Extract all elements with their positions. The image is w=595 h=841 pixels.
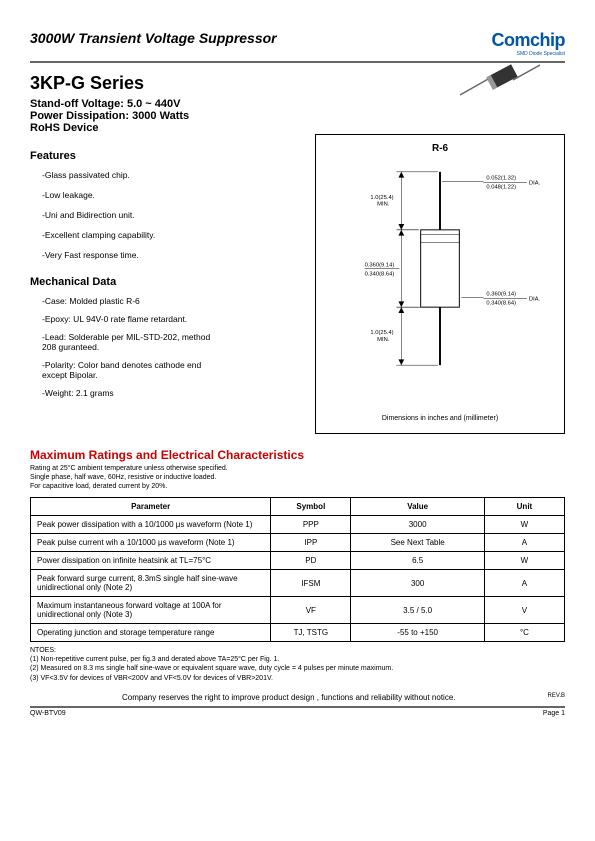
cell-value: 3.5 / 5.0 (351, 597, 485, 624)
dim-label: 0.360(9.14) (486, 292, 516, 298)
feature-item: -Glass passivated chip. (42, 170, 295, 180)
dim-label: DIA. (529, 180, 541, 186)
ratings-title: Maximum Ratings and Electrical Character… (30, 448, 565, 462)
cell-unit: W (484, 552, 564, 570)
table-row: Peak pulse current wih a 10/1000 μs wave… (31, 534, 565, 552)
cell-parameter: Maximum instantaneous forward voltage at… (31, 597, 271, 624)
cell-parameter: Peak forward surge current, 8.3mS single… (31, 570, 271, 597)
notes-title: NTOES: (30, 646, 565, 655)
dim-label: 0.360(9.14) (365, 263, 395, 269)
cell-parameter: Peak power dissipation with a 10/1000 μs… (31, 516, 271, 534)
cell-parameter: Operating junction and storage temperatu… (31, 624, 271, 642)
dim-label: MIN. (377, 202, 390, 208)
mech-item: -Case: Molded plastic R-6 (42, 296, 222, 306)
cell-value: 6.5 (351, 552, 485, 570)
package-diagram: R-6 0.052(1.32) 0.048(1.22) DIA. (315, 134, 565, 434)
logo-block: Comchip SMD Diode Specialist (491, 30, 565, 57)
cell-value: 300 (351, 570, 485, 597)
col-value: Value (351, 498, 485, 516)
logo-text: Comchip (491, 30, 565, 51)
disclaimer: Company reserves the right to improve pr… (30, 693, 565, 702)
footer-bar: QW-BTV09 Page 1 (30, 706, 565, 717)
cell-symbol: PD (271, 552, 351, 570)
rohs-device: RoHS Device (30, 122, 565, 134)
feature-item: -Uni and Bidirection unit. (42, 210, 295, 220)
diagram-caption: Dimensions in inches and (millimeter) (324, 415, 556, 422)
ratings-table: Parameter Symbol Value Unit Peak power d… (30, 497, 565, 642)
table-row: Power dissipation on infinite heatsink a… (31, 552, 565, 570)
mechanical-title: Mechanical Data (30, 276, 295, 288)
cell-symbol: TJ, TSTG (271, 624, 351, 642)
note-item: (3) VF<3.5V for devices of VBR<200V and … (30, 674, 565, 683)
cell-parameter: Power dissipation on infinite heatsink a… (31, 552, 271, 570)
page-number: Page 1 (543, 710, 565, 717)
feature-item: -Low leakage. (42, 190, 295, 200)
cell-unit: W (484, 516, 564, 534)
dim-label: 1.0(25.4) (370, 195, 393, 201)
cell-unit: V (484, 597, 564, 624)
col-parameter: Parameter (31, 498, 271, 516)
diode-icon (455, 60, 545, 100)
cell-value: -55 to +150 (351, 624, 485, 642)
notes-block: NTOES: (1) Non-repetitive current pulse,… (30, 646, 565, 682)
diagram-title: R-6 (324, 143, 556, 154)
package-outline-svg: 0.052(1.32) 0.048(1.22) DIA. 1.0(25.4) M… (324, 158, 556, 408)
mech-item: -Weight: 2.1 grams (42, 388, 222, 398)
dim-label: 1.0(25.4) (370, 330, 393, 336)
cell-parameter: Peak pulse current wih a 10/1000 μs wave… (31, 534, 271, 552)
doc-number: QW-BTV09 (30, 710, 66, 717)
logo-subtitle: SMD Diode Specialist (491, 51, 565, 57)
cell-unit: A (484, 570, 564, 597)
feature-item: -Very Fast response time. (42, 250, 295, 260)
dim-label: 0.340(8.64) (365, 271, 395, 277)
cell-value: 3000 (351, 516, 485, 534)
mech-item: -Lead: Solderable per MIL-STD-202, metho… (42, 332, 222, 352)
dim-label: 0.048(1.22) (486, 184, 516, 190)
table-row: Maximum instantaneous forward voltage at… (31, 597, 565, 624)
cell-unit: °C (484, 624, 564, 642)
doc-title: 3000W Transient Voltage Suppressor (30, 30, 277, 46)
ratings-sub: Rating at 25°C ambient temperature unles… (30, 464, 565, 491)
mech-item: -Epoxy: UL 94V-0 rate flame retardant. (42, 314, 222, 324)
cell-symbol: IPP (271, 534, 351, 552)
dim-label: 0.052(1.32) (486, 176, 516, 182)
power-dissipation: Power Dissipation: 3000 Watts (30, 110, 565, 122)
dim-label: MIN. (377, 337, 390, 343)
cell-symbol: PPP (271, 516, 351, 534)
col-symbol: Symbol (271, 498, 351, 516)
header: 3000W Transient Voltage Suppressor Comch… (30, 30, 565, 63)
mech-item: -Polarity: Color band denotes cathode en… (42, 360, 222, 380)
table-row: Peak forward surge current, 8.3mS single… (31, 570, 565, 597)
rev-label: REV.B (548, 693, 565, 699)
table-row: Operating junction and storage temperatu… (31, 624, 565, 642)
features-title: Features (30, 150, 295, 162)
cell-symbol: VF (271, 597, 351, 624)
note-item: (1) Non-repetitive current pulse, per fi… (30, 655, 565, 664)
cell-value: See Next Table (351, 534, 485, 552)
cell-symbol: IFSM (271, 570, 351, 597)
cell-unit: A (484, 534, 564, 552)
col-unit: Unit (484, 498, 564, 516)
dim-label: 0.340(8.64) (486, 300, 516, 306)
table-row: Peak power dissipation with a 10/1000 μs… (31, 516, 565, 534)
note-item: (2) Measured on 8.3 ms single half sine-… (30, 664, 565, 673)
dim-label: DIA. (529, 296, 541, 302)
mechanical-list: -Case: Molded plastic R-6 -Epoxy: UL 94V… (30, 296, 295, 398)
features-list: -Glass passivated chip. -Low leakage. -U… (30, 170, 295, 260)
feature-item: -Excellent clamping capability. (42, 230, 295, 240)
